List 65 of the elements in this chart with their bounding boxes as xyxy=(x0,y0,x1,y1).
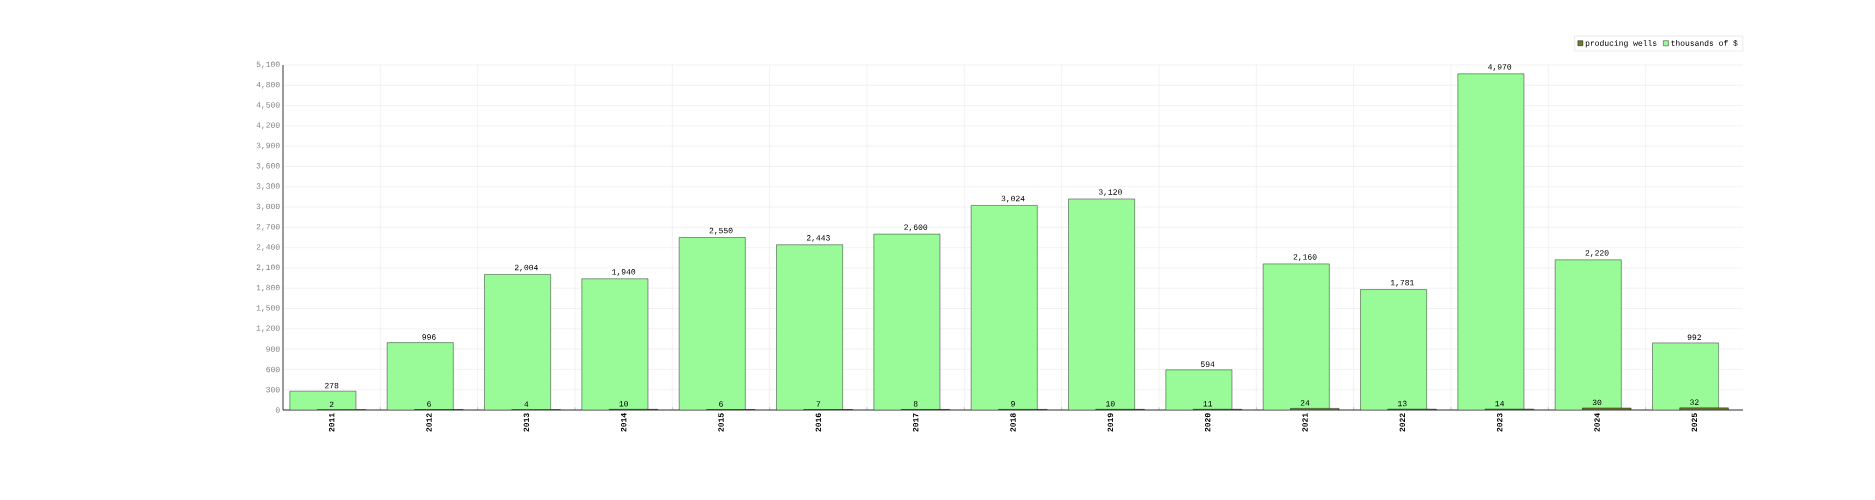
data-label: 992 xyxy=(1687,334,1701,341)
y-tick-label: 3,900 xyxy=(256,142,280,150)
x-tick-label: 2013 xyxy=(523,413,530,432)
x-tick-label: 2016 xyxy=(815,413,822,432)
data-label: 3,120 xyxy=(1098,189,1122,197)
data-label: 1,940 xyxy=(612,269,636,276)
data-label: 9 xyxy=(1011,401,1015,407)
data-label: 7 xyxy=(816,401,821,407)
x-tick-label: 2015 xyxy=(718,413,724,432)
y-tick-label: 1,200 xyxy=(256,325,280,333)
data-label: 2 xyxy=(329,401,334,407)
data-label: 13 xyxy=(1398,400,1407,407)
x-tick-label: 2021 xyxy=(1302,413,1308,432)
y-tick-label: 600 xyxy=(266,366,280,373)
y-tick-label: 0 xyxy=(275,407,280,413)
y-tick-label: 1,800 xyxy=(256,284,280,292)
data-label: 3,024 xyxy=(1001,195,1025,203)
y-tick-label: 3,000 xyxy=(256,203,280,211)
x-tick-label: 2023 xyxy=(1496,413,1503,432)
data-label: 2,550 xyxy=(709,227,733,235)
data-label: 2,443 xyxy=(806,235,830,242)
data-label: 2,220 xyxy=(1585,250,1609,257)
data-label: 2,600 xyxy=(904,224,928,232)
data-label: 1,781 xyxy=(1390,279,1414,287)
data-label: 24 xyxy=(1300,400,1310,406)
data-label: 2,160 xyxy=(1293,254,1317,262)
data-label: 278 xyxy=(325,382,339,389)
data-label: 996 xyxy=(422,334,436,340)
x-tick-label: 2014 xyxy=(620,413,627,432)
y-tick-label: 900 xyxy=(266,346,280,352)
x-tick-label: 2022 xyxy=(1399,413,1406,432)
y-tick-label: 2,400 xyxy=(256,244,280,252)
y-tick-label: 3,300 xyxy=(256,183,280,191)
y-tick-label: 1,500 xyxy=(256,305,280,312)
data-label: 4,970 xyxy=(1488,64,1512,71)
y-tick-label: 2,700 xyxy=(256,223,280,231)
x-tick-label: 2012 xyxy=(426,413,432,432)
data-label: 32 xyxy=(1690,399,1699,405)
data-label: 10 xyxy=(619,401,628,407)
legend-label: thousands of $ xyxy=(1671,40,1738,47)
legend-label: producing wells xyxy=(1585,40,1657,48)
x-tick-label: 2025 xyxy=(1691,413,1698,432)
x-tick-label: 2017 xyxy=(912,413,919,432)
data-label: 6 xyxy=(719,401,723,407)
x-tick-label: 2020 xyxy=(1204,413,1211,432)
x-tick-label: 2018 xyxy=(1010,413,1016,432)
data-label: 14 xyxy=(1495,400,1505,407)
x-tick-label: 2024 xyxy=(1594,413,1600,432)
y-tick-label: 4,500 xyxy=(256,102,280,109)
data-label: 10 xyxy=(1106,401,1115,407)
y-tick-label: 300 xyxy=(266,386,280,393)
data-label: 30 xyxy=(1592,399,1602,406)
data-label: 6 xyxy=(427,401,431,407)
data-label: 594 xyxy=(1200,361,1215,367)
y-tick-label: 4,800 xyxy=(256,81,280,89)
x-tick-label: 2011 xyxy=(328,413,335,432)
y-tick-label: 4,200 xyxy=(256,122,280,130)
y-tick-label: 2,100 xyxy=(256,264,280,272)
y-tick-label: 5,100 xyxy=(256,61,280,69)
x-tick-label: 2019 xyxy=(1107,413,1114,432)
data-label: 2,004 xyxy=(514,264,538,272)
data-label: 8 xyxy=(913,401,918,407)
data-label: 4 xyxy=(524,401,529,407)
y-tick-label: 3,600 xyxy=(256,163,280,170)
data-label: 11 xyxy=(1203,401,1213,407)
